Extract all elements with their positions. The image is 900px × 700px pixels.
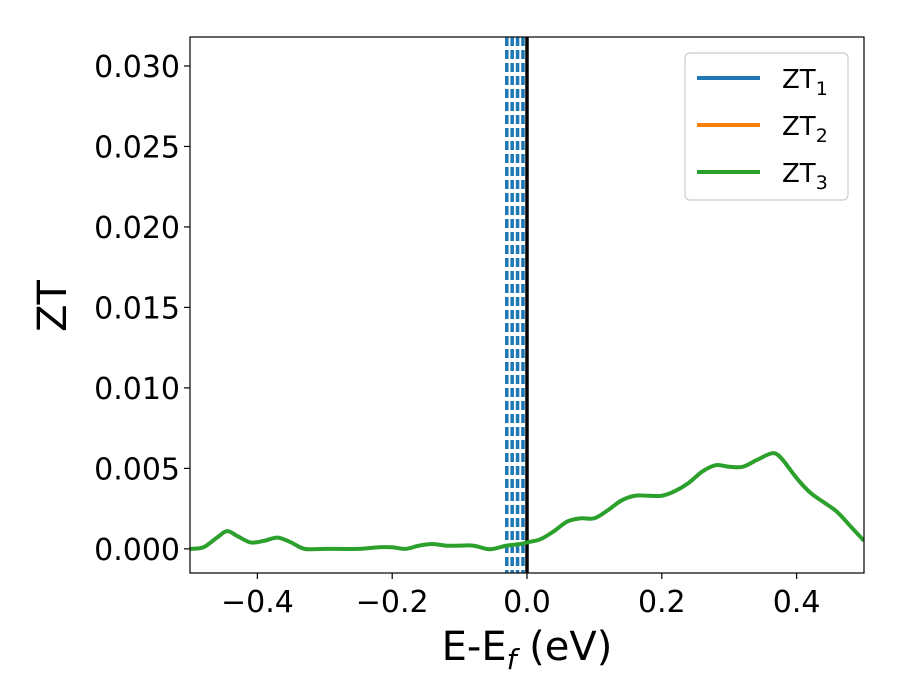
x-tick-label: 0.0 <box>503 585 551 620</box>
legend-label-zt1: ZT1 <box>782 65 828 100</box>
y-axis-label: ZT <box>30 280 76 332</box>
x-tick-label: 0.2 <box>638 585 686 620</box>
legend: ZT1 ZT2 ZT3 <box>684 52 849 201</box>
plot-area <box>189 36 865 574</box>
x-tick-label: 0.4 <box>773 585 821 620</box>
series-line-zt3 <box>190 451 864 552</box>
y-tick-label: 0.030 <box>94 50 180 85</box>
y-tick-label: 0.015 <box>94 291 180 326</box>
x-tick-label: −0.4 <box>221 585 294 620</box>
legend-label-zt2: ZT2 <box>782 112 828 147</box>
x-axis-label: E-Ef (eV) <box>442 624 613 676</box>
plot-content <box>190 37 864 573</box>
x-axis-ticks: −0.4 −0.2 0.0 0.2 0.4 <box>221 573 820 620</box>
legend-box <box>684 52 849 201</box>
y-tick-label: 0.005 <box>94 452 180 487</box>
y-tick-label: 0.020 <box>94 211 180 246</box>
legend-label-zt3: ZT3 <box>782 159 828 194</box>
y-axis-ticks: 0.000 0.005 0.010 0.015 0.020 0.025 0.030 <box>94 50 190 568</box>
y-tick-label: 0.010 <box>94 372 180 407</box>
y-tick-label: 0.025 <box>94 130 180 165</box>
y-tick-label: 0.000 <box>94 533 180 568</box>
x-tick-label: −0.2 <box>356 585 429 620</box>
